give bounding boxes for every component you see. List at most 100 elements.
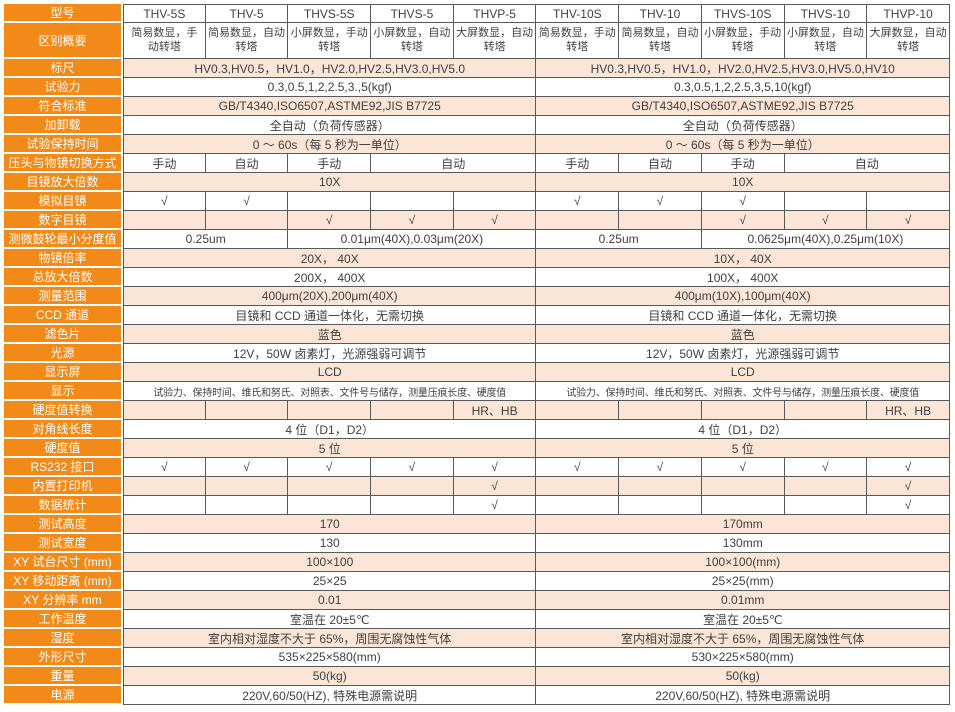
spec-value: 4 位（D1，D2） <box>536 420 950 439</box>
check-mark: √ <box>784 211 868 230</box>
table-row: 测量范围 400μm(20X),200μm(40X) 400μm(10X),100μ… <box>4 287 950 306</box>
check-mark: √ <box>123 192 206 211</box>
spec-value: LCD <box>123 363 537 382</box>
table-row: 外形尺寸 535×225×580(mm) 530×225×580(mm) <box>4 648 950 667</box>
spec-value <box>453 192 537 211</box>
spec-value: 5 位 <box>123 439 537 458</box>
row-label: 工作温度 <box>4 610 123 629</box>
table-row: 显示屏 LCD LCD <box>4 363 950 382</box>
spec-value: 简易数显，自动转塔 <box>205 23 289 59</box>
check-mark: √ <box>205 192 289 211</box>
check-mark: √ <box>453 477 537 496</box>
model-name: THV-5S <box>123 4 206 23</box>
spec-value: 0 ～ 60s（每 5 秒为一单位） <box>536 135 950 154</box>
row-label: RS232 接口 <box>4 458 123 477</box>
table-row: 压头与物镜切换方式 手动 自动 手动 自动 手动 自动 手动 自动 <box>4 154 950 173</box>
spec-value: LCD <box>536 363 950 382</box>
spec-table: 型号 THV-5S THV-5 THVS-5S THVS-5 THVP-5 THV-10S T… <box>4 4 950 705</box>
spec-value <box>123 401 206 420</box>
spec-value <box>288 477 372 496</box>
model-name: THVP-5 <box>453 4 537 23</box>
spec-value <box>123 496 206 515</box>
spec-value: 简易数显，自动转塔 <box>619 23 702 59</box>
spec-value: 0.25um <box>123 230 289 249</box>
row-label: 加卸载 <box>4 116 123 135</box>
spec-value: 50(kg) <box>536 667 950 686</box>
table-row: 光源 12V，50W 卤素灯，光源强弱可调节 12V，50W 卤素灯，光源强弱可调节 <box>4 344 950 363</box>
table-row: 模拟目镜 √ √ √ √ √ <box>4 192 950 211</box>
spec-value: 0 ～ 60s（每 5 秒为一单位） <box>123 135 537 154</box>
spec-value <box>784 401 868 420</box>
table-row: XY 分辨率 mm 0.01 0.01mm <box>4 591 950 610</box>
spec-value: 25×25 <box>123 572 537 591</box>
check-mark: √ <box>701 192 785 211</box>
spec-value <box>371 401 454 420</box>
spec-value: 530×225×580(mm) <box>536 648 950 667</box>
table-row: 数据统计 √ √ <box>4 496 950 515</box>
spec-value: 小屏数显，手动转塔 <box>288 23 372 59</box>
spec-value: 自动 <box>619 154 702 173</box>
check-mark: √ <box>784 458 868 477</box>
table-row: 总放大倍数 200X， 400X 100X， 400X <box>4 268 950 287</box>
row-label: 标尺 <box>4 59 123 78</box>
check-mark: √ <box>288 211 372 230</box>
spec-value: 自动 <box>371 154 537 173</box>
table-row: 对角线长度 4 位（D1，D2） 4 位（D1，D2） <box>4 420 950 439</box>
table-row: 符合标准 GB/T4340,ISO6507,ASTME92,JIS B7725 GB… <box>4 97 950 116</box>
spec-value: 室内相对湿度不大于 65%，周围无腐蚀性气体 <box>536 629 950 648</box>
spec-value <box>619 401 702 420</box>
check-mark: √ <box>371 211 454 230</box>
table-row: 区别概要 简易数显，手动转塔 简易数显，自动转塔 小屏数显，手动转塔 小屏数显，自动转塔… <box>4 23 950 59</box>
spec-value: 室内相对湿度不大于 65%，周围无腐蚀性气体 <box>123 629 537 648</box>
row-label: 测量范围 <box>4 287 123 306</box>
row-label: XY 分辨率 mm <box>4 591 123 610</box>
spec-value: 25×25(mm) <box>536 572 950 591</box>
row-label: 区别概要 <box>4 23 123 59</box>
table-row: 工作温度 室温在 20±5℃ 室温在 20±5℃ <box>4 610 950 629</box>
spec-value: 蓝色 <box>123 325 537 344</box>
table-row: 滤色片 蓝色 蓝色 <box>4 325 950 344</box>
spec-value <box>784 496 868 515</box>
row-label: 重量 <box>4 667 123 686</box>
row-label: 光源 <box>4 344 123 363</box>
row-label: 总放大倍数 <box>4 268 123 287</box>
table-row: 目镜放大倍数 10X 10X <box>4 173 950 192</box>
row-label: XY 试台尺寸 (mm) <box>4 553 123 572</box>
row-label: 外形尺寸 <box>4 648 123 667</box>
check-mark: √ <box>123 458 206 477</box>
row-label: 型号 <box>4 4 123 23</box>
spec-value <box>288 496 372 515</box>
spec-value <box>784 477 868 496</box>
spec-value: HR、HB <box>453 401 537 420</box>
spec-value <box>701 477 785 496</box>
spec-value: 简易数显，手动转塔 <box>536 23 620 59</box>
row-label: 滤色片 <box>4 325 123 344</box>
table-row: 标尺 HV0.3,HV0.5，HV1.0，HV2.0,HV2.5,HV3.0,HV… <box>4 59 950 78</box>
check-mark: √ <box>536 458 620 477</box>
table-row: XY 移动距离 (mm) 25×25 25×25(mm) <box>4 572 950 591</box>
spec-value: 0.25um <box>536 230 702 249</box>
spec-value: 0.01μm(40X),0.03μm(20X) <box>288 230 537 249</box>
spec-value: 220V,60/50(HZ), 特殊电源需说明 <box>536 686 950 705</box>
spec-value: 简易数显，手动转塔 <box>123 23 206 59</box>
spec-value: 0.01mm <box>536 591 950 610</box>
spec-table-body: 型号 THV-5S THV-5 THVS-5S THVS-5 THVP-5 THV-10S T… <box>4 4 950 705</box>
row-label: 试验保持时间 <box>4 135 123 154</box>
spec-value: 4 位（D1，D2） <box>123 420 537 439</box>
check-mark: √ <box>701 211 785 230</box>
spec-value: 自动 <box>205 154 289 173</box>
check-mark: √ <box>867 477 950 496</box>
row-label: 电源 <box>4 686 123 705</box>
spec-value: 试验力、保持时间、维氏和努氏、对照表、文件号与储存，测量压痕长度、硬度值 <box>536 382 950 401</box>
spec-value: 室温在 20±5℃ <box>123 610 537 629</box>
check-mark: √ <box>288 458 372 477</box>
spec-value <box>123 477 206 496</box>
spec-value: 全自动（负荷传感器） <box>536 116 950 135</box>
spec-value: 130mm <box>536 534 950 553</box>
spec-value: 目镜和 CCD 通道一体化，无需切换 <box>536 306 950 325</box>
check-mark: √ <box>619 192 702 211</box>
table-row: 数字目镜 √ √ √ √ √ √ <box>4 211 950 230</box>
spec-value: 20X， 40X <box>123 249 537 268</box>
